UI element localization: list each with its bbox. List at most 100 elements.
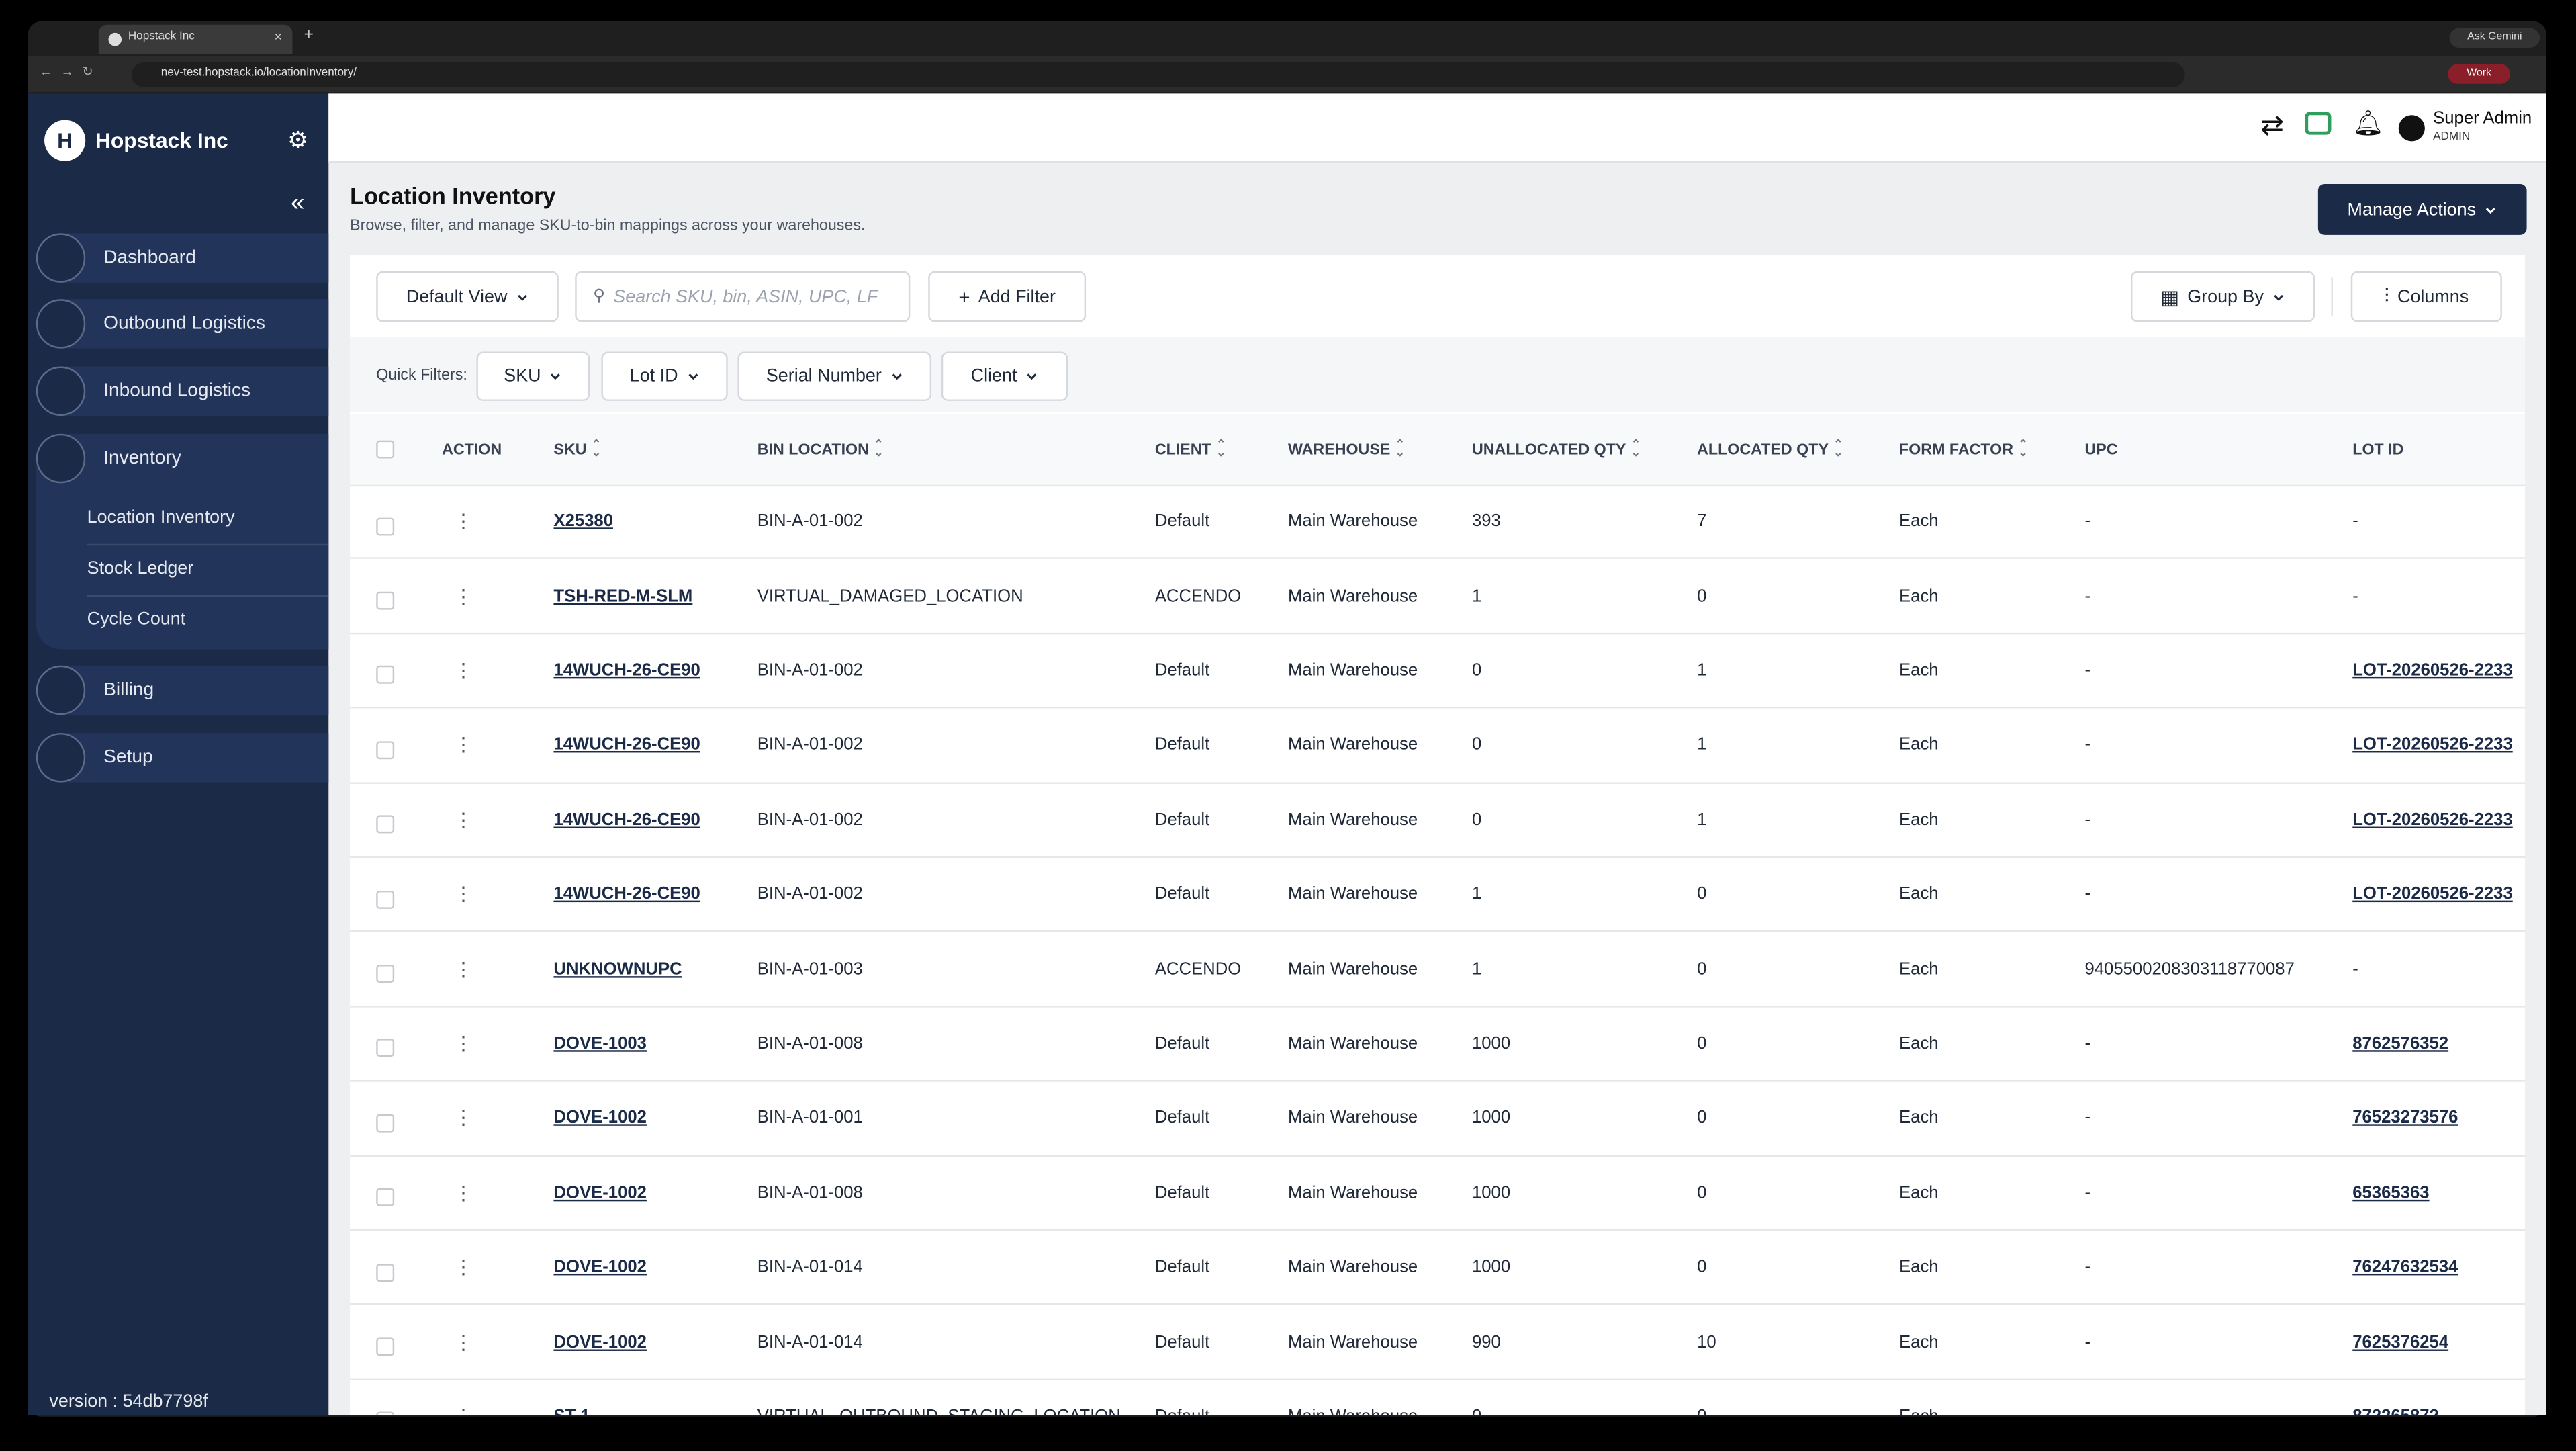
row-checkbox[interactable]	[376, 517, 395, 535]
search-input[interactable]: ⚲ Search SKU, bin, ASIN, UPC, LF	[575, 271, 911, 322]
row-checkbox[interactable]	[376, 1337, 395, 1356]
column-header[interactable]: ALLOCATED QTY ⌃ ⌄	[1697, 439, 1843, 459]
sku-link[interactable]: DOVE-1002	[553, 1182, 647, 1203]
switch-icon[interactable]: ⇄	[2260, 109, 2285, 142]
quick-filter[interactable]: Lot ID	[601, 351, 728, 401]
column-label: CLIENT	[1154, 440, 1211, 459]
tab-close[interactable]: ×	[274, 30, 282, 45]
row-checkbox[interactable]	[376, 965, 395, 983]
cell-text: Main Warehouse	[1287, 1108, 1418, 1129]
row-actions[interactable]: ⋮	[453, 584, 473, 608]
column-label: UNALLOCATED QTY	[1471, 440, 1626, 459]
view-select[interactable]: Default View	[376, 271, 559, 322]
nav-item[interactable]: Billing	[36, 665, 329, 715]
sku-link[interactable]: DOVE-1002	[553, 1257, 647, 1278]
column-header[interactable]: BIN LOCATION ⌃ ⌄	[757, 439, 884, 459]
browser-tab[interactable]: Hopstack Inc ×	[98, 24, 293, 54]
manage-actions-button[interactable]: Manage Actions	[2317, 183, 2527, 235]
lot-link[interactable]: 872265872	[2352, 1407, 2439, 1415]
nav-item[interactable]: Setup	[36, 733, 329, 783]
nav-subitem[interactable]: Stock Ledger	[87, 558, 194, 579]
nav-item[interactable]: Outbound Logistics	[36, 299, 329, 349]
sku-link[interactable]: UNKNOWNUPC	[553, 959, 682, 979]
nav-buttons[interactable]: ←→↻	[39, 64, 101, 79]
table-row: ⋮ X25380 BIN-A-01-002 Default Main Warehouse…	[350, 485, 2526, 560]
nav-subitem[interactable]: Location Inventory	[87, 507, 235, 528]
row-checkbox[interactable]	[376, 1263, 395, 1282]
sku-link[interactable]: DOVE-1002	[553, 1108, 647, 1129]
column-header[interactable]: WAREHOUSE ⌃ ⌄	[1287, 439, 1405, 459]
sku-link[interactable]: X25380	[553, 511, 614, 531]
column-label: WAREHOUSE	[1287, 440, 1391, 459]
lot-link[interactable]: LOT-20260526-2233	[2352, 809, 2513, 830]
row-checkbox[interactable]	[376, 1114, 395, 1133]
row-actions[interactable]: ⋮	[453, 1330, 473, 1354]
bell-icon[interactable]: 🔔︎	[2352, 109, 2384, 138]
row-checkbox[interactable]	[376, 1039, 395, 1058]
cell-text: Default	[1154, 735, 1210, 755]
row-actions[interactable]: ⋮	[453, 734, 473, 757]
button-icon: +	[958, 285, 970, 308]
row-actions[interactable]: ⋮	[453, 1256, 473, 1279]
row-actions[interactable]: ⋮	[453, 1181, 473, 1204]
nav-item[interactable]: Inbound Logistics	[36, 366, 329, 416]
nav-subitem[interactable]: Cycle Count	[87, 609, 186, 629]
row-actions[interactable]: ⋮	[453, 1106, 473, 1130]
row-checkbox[interactable]	[376, 890, 395, 909]
columns-button[interactable]: ⫶ Columns	[2350, 271, 2502, 322]
row-actions[interactable]: ⋮	[453, 658, 473, 683]
row-checkbox[interactable]	[376, 741, 395, 759]
quick-filter[interactable]: Serial Number	[737, 351, 932, 401]
new-tab[interactable]: +	[304, 26, 314, 45]
lot-link[interactable]: LOT-20260526-2233	[2352, 884, 2513, 904]
select-all-checkbox[interactable]	[376, 440, 395, 459]
lot-link[interactable]: 76247632534	[2352, 1257, 2458, 1278]
row-actions[interactable]: ⋮	[453, 883, 473, 906]
row-actions[interactable]: ⋮	[453, 1405, 473, 1415]
sku-link[interactable]: DOVE-1003	[553, 1033, 647, 1054]
sku-link[interactable]: TSH-RED-M-SLM	[553, 586, 693, 606]
settings-icon[interactable]: ⚙	[287, 126, 308, 153]
row-checkbox[interactable]	[376, 1188, 395, 1207]
group-by-button[interactable]: ▦ Group By	[2130, 271, 2315, 322]
row-actions[interactable]: ⋮	[453, 808, 473, 832]
row-checkbox[interactable]	[376, 591, 395, 610]
lot-link[interactable]: LOT-20260526-2233	[2352, 735, 2513, 755]
ask-gemini[interactable]: Ask Gemini	[2449, 28, 2540, 48]
add-filter-button[interactable]: + Add Filter	[928, 271, 1087, 322]
cell-text: -	[2084, 1407, 2090, 1415]
quick-filter[interactable]: SKU	[476, 351, 590, 401]
sku-link[interactable]: 14WUCH-26-CE90	[553, 660, 700, 680]
nav-item[interactable]: Inventory	[36, 433, 328, 484]
row-actions[interactable]: ⋮	[453, 957, 473, 981]
lot-link[interactable]: LOT-20260526-2233	[2352, 660, 2513, 680]
column-header[interactable]: FORM FACTOR ⌃ ⌄	[1899, 439, 2028, 459]
lot-link[interactable]: 65365363	[2352, 1182, 2430, 1203]
column-header[interactable]: UNALLOCATED QTY ⌃ ⌄	[1471, 439, 1641, 459]
cell-text: Main Warehouse	[1287, 884, 1418, 904]
quick-filter[interactable]: Client	[941, 351, 1068, 401]
row-checkbox[interactable]	[376, 816, 395, 834]
row-checkbox[interactable]	[376, 1412, 395, 1415]
row-checkbox[interactable]	[376, 666, 395, 685]
lot-link[interactable]: 7625376254	[2352, 1331, 2449, 1352]
profile[interactable]: Work	[2448, 64, 2511, 84]
lot-link[interactable]: 76523273576	[2352, 1108, 2458, 1129]
row-actions[interactable]: ⋮	[453, 1032, 473, 1055]
address-bar[interactable]: nev-test.hopstack.io/locationInventory/	[131, 62, 2185, 87]
row-actions[interactable]: ⋮	[453, 509, 473, 533]
sku-link[interactable]: 14WUCH-26-CE90	[553, 735, 700, 755]
column-header[interactable]: CLIENT ⌃ ⌄	[1154, 439, 1226, 459]
print-icon[interactable]	[2305, 112, 2332, 135]
sku-link[interactable]: ST-1	[553, 1407, 590, 1415]
cell-text: Each	[1899, 1257, 1939, 1278]
collapse-icon[interactable]: «	[291, 189, 305, 217]
avatar[interactable]	[2398, 115, 2425, 142]
column-header[interactable]: SKU ⌃ ⌄	[553, 439, 601, 459]
sku-link[interactable]: 14WUCH-26-CE90	[553, 809, 700, 830]
lot-link[interactable]: 8762576352	[2352, 1033, 2449, 1054]
nav-item[interactable]: Dashboard	[36, 233, 329, 283]
sku-link[interactable]: DOVE-1002	[553, 1331, 647, 1352]
table-row: ⋮ 14WUCH-26-CE90 BIN-A-01-002 Default Main W…	[350, 634, 2526, 709]
sku-link[interactable]: 14WUCH-26-CE90	[553, 884, 700, 904]
